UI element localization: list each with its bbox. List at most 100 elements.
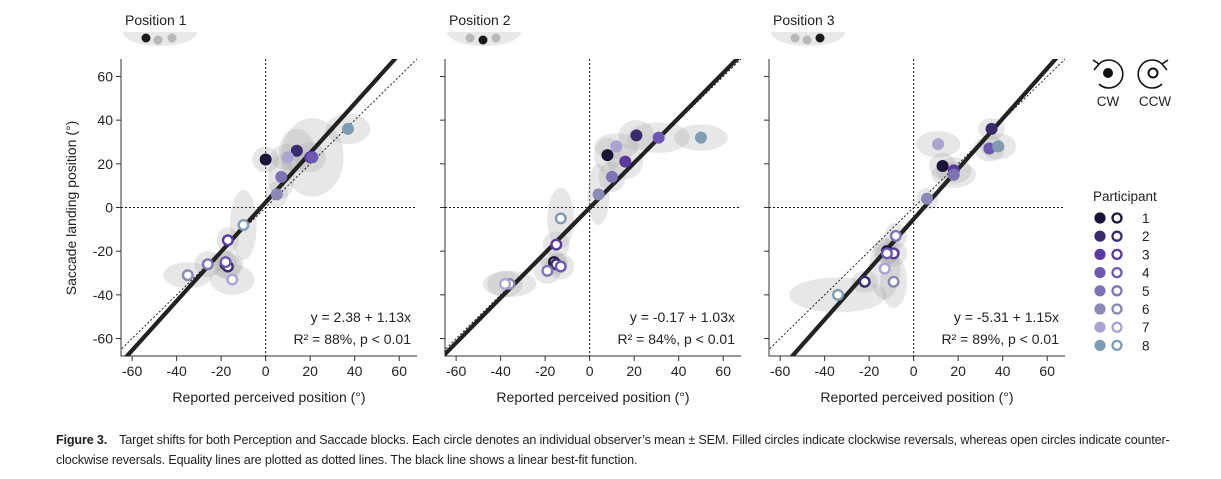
ccw-point (554, 260, 567, 273)
caption-text: Target shifts for both Perception and Sa… (56, 433, 1170, 467)
x-axis-label: Reported perceived position (°) (496, 389, 689, 405)
x-tick-label: -60 (122, 363, 142, 379)
legend-ccw-marker (1111, 230, 1123, 242)
direction-legend: CW CCW (1092, 59, 1171, 109)
participant-legend-title: Participant (1093, 189, 1157, 204)
ccw-point (221, 234, 234, 247)
cw-point (932, 138, 945, 151)
x-tick-label: -40 (491, 363, 511, 379)
cw-point (936, 160, 949, 173)
x-tick-label: 0 (910, 363, 918, 379)
fit-equation: y = -5.31 + 1.15x (954, 309, 1059, 325)
legend-cw-marker (1094, 285, 1106, 297)
figure-label: Figure 3. (56, 433, 108, 447)
ccw-point (878, 262, 891, 275)
y-tick-label: -60 (93, 331, 113, 347)
cw-point (592, 188, 605, 201)
legend-cw-marker (1094, 230, 1106, 242)
y-tick-label: -20 (93, 243, 113, 259)
cw-point (605, 170, 618, 183)
cw-point (259, 153, 272, 166)
legend-ccw-marker (1111, 339, 1123, 352)
x-tick-label: -60 (770, 363, 790, 379)
ccw-point (831, 288, 844, 301)
legend-participant-label: 7 (1142, 320, 1150, 335)
ccw-point (880, 247, 893, 260)
panel-title: Position 1 (125, 12, 187, 28)
x-tick-label: 0 (262, 363, 270, 379)
cw-point (694, 131, 707, 144)
legend-participant-label: 6 (1142, 302, 1150, 317)
x-tick-label: 40 (671, 363, 687, 379)
y-tick-label: -40 (93, 287, 113, 303)
cw-point (275, 170, 288, 183)
ccw-point (201, 258, 214, 271)
panel-header-2: Position 2 (447, 12, 521, 46)
best-fit-line (124, 59, 398, 356)
target-dot-active (141, 33, 151, 43)
y-tick-label: 20 (97, 156, 113, 172)
cw-point (921, 192, 934, 205)
plot-area (121, 59, 417, 356)
x-axis-label: Reported perceived position (°) (820, 389, 1013, 405)
x-tick-label: -20 (859, 363, 879, 379)
cw-point (290, 144, 303, 157)
fit-stats: R² = 84%, p < 0.01 (617, 331, 735, 347)
figure-panels: Position 1 Position 2 Position 3 Saccade… (63, 12, 1171, 405)
ccw-point (889, 229, 902, 242)
legend-ccw-marker (1111, 212, 1123, 224)
plot-area (769, 59, 1065, 356)
target-dot (491, 33, 501, 43)
ccw-point (181, 269, 194, 282)
target-dot-active (815, 33, 825, 43)
x-tick-label: 20 (626, 363, 642, 379)
ccw-point (554, 212, 567, 225)
x-tick-label: 60 (1039, 363, 1055, 379)
target-dot (802, 35, 812, 45)
legend-participant-label: 5 (1142, 284, 1150, 299)
fit-equation: y = -0.17 + 1.03x (630, 309, 735, 325)
cw-point (992, 140, 1005, 153)
x-tick-label: 40 (347, 363, 363, 379)
cw-point (985, 122, 998, 135)
fit-stats: R² = 89%, p < 0.01 (941, 331, 1059, 347)
fit-stats: R² = 88%, p < 0.01 (293, 331, 411, 347)
legend-participant-label: 3 (1142, 247, 1150, 262)
legend-participant-label: 4 (1142, 266, 1150, 281)
target-dot (790, 33, 800, 43)
cw-point (610, 140, 623, 153)
panel-title: Position 2 (449, 12, 511, 28)
legend-participant-label: 2 (1142, 229, 1150, 244)
legend-cw-marker (1094, 267, 1106, 279)
target-dot (465, 33, 475, 43)
ccw-point (887, 275, 900, 288)
cw-point (281, 151, 294, 164)
scatter-panel-position-3: -60 -40 -20 0 20 40 60 Reported perceived posit… (764, 59, 1065, 405)
cw-point (947, 168, 960, 181)
target-dot (153, 35, 163, 45)
x-tick-label: 40 (995, 363, 1011, 379)
panel-header-1: Position 1 (123, 12, 197, 46)
cw-point (342, 122, 355, 135)
legend-cw-marker (1094, 321, 1106, 333)
x-tick-label: -20 (211, 363, 231, 379)
cw-point (601, 149, 614, 162)
ccw-point (226, 273, 239, 286)
x-tick-label: 0 (586, 363, 594, 379)
legend-ccw-marker (1111, 321, 1123, 333)
participant-legend: Participant 1 2 3 4 5 6 7 8 (1093, 189, 1157, 353)
ccw-label: CCW (1139, 94, 1171, 109)
equality-line (769, 59, 1065, 351)
y-tick-label: 0 (105, 200, 113, 216)
scatter-panel-position-2: -60 -40 -20 0 20 40 60 Reported perceived posit… (440, 59, 741, 405)
x-axis-label: Reported perceived position (°) (172, 389, 365, 405)
scatter-panel-position-1: -60 -40 -20 0 20 40 60 60 40 20 0 -20 -40 -60 Reported… (93, 59, 417, 405)
legend-cw-marker (1094, 303, 1106, 315)
y-axis-label: Saccade landing position (°) (63, 121, 79, 295)
ccw-icon (1137, 59, 1169, 89)
y-tick-label: 60 (97, 68, 113, 84)
best-fit-line (789, 59, 1059, 356)
cw-point (630, 129, 643, 142)
panel-title: Position 3 (773, 12, 835, 28)
legend-cw-marker (1094, 339, 1106, 351)
